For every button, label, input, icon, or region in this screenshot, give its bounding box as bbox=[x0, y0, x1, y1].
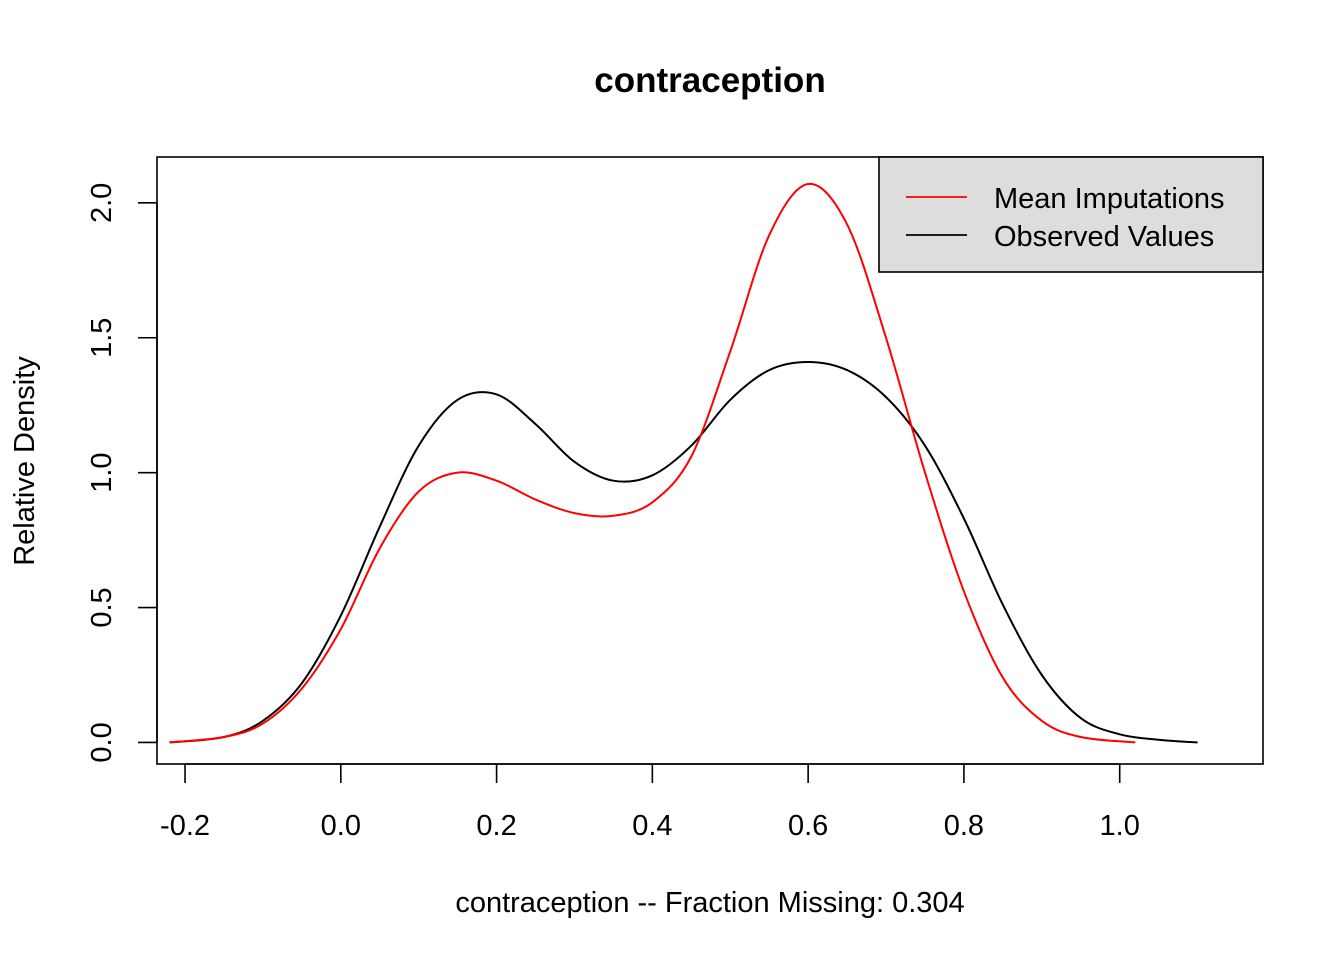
legend: Mean Imputations Observed Values bbox=[878, 156, 1264, 273]
y-tick-label: 2.0 bbox=[86, 183, 118, 223]
series-line-observed-values bbox=[169, 360, 1198, 744]
x-tick-label: -0.2 bbox=[160, 810, 210, 842]
chart-title: contraception bbox=[594, 61, 825, 100]
x-axis: -0.2 0.0 0.2 0.4 0.6 0.8 1.0 bbox=[160, 763, 1140, 842]
series-line-mean-imputations bbox=[169, 182, 1136, 744]
legend-label-observed-values: Observed Values bbox=[994, 221, 1214, 253]
y-axis-label: Relative Density bbox=[9, 356, 41, 566]
y-tick-label: 0.5 bbox=[86, 587, 118, 627]
x-tick-label: 0.2 bbox=[476, 810, 516, 842]
x-tick-label: 0.6 bbox=[788, 810, 828, 842]
x-tick-label: 0.0 bbox=[321, 810, 361, 842]
legend-label-mean-imputations: Mean Imputations bbox=[994, 183, 1225, 215]
x-tick-label: 1.0 bbox=[1100, 810, 1140, 842]
y-tick-label: 1.0 bbox=[86, 452, 118, 492]
x-tick-label: 0.4 bbox=[632, 810, 672, 842]
y-tick-label: 1.5 bbox=[86, 318, 118, 358]
y-tick-label: 0.0 bbox=[86, 722, 118, 762]
legend-box bbox=[878, 156, 1264, 273]
x-tick-label: 0.8 bbox=[944, 810, 984, 842]
x-axis-label: contraception -- Fraction Missing: 0.304 bbox=[455, 887, 964, 919]
series-layer bbox=[169, 182, 1198, 744]
y-axis: 0.0 0.5 1.0 1.5 2.0 bbox=[86, 183, 158, 763]
